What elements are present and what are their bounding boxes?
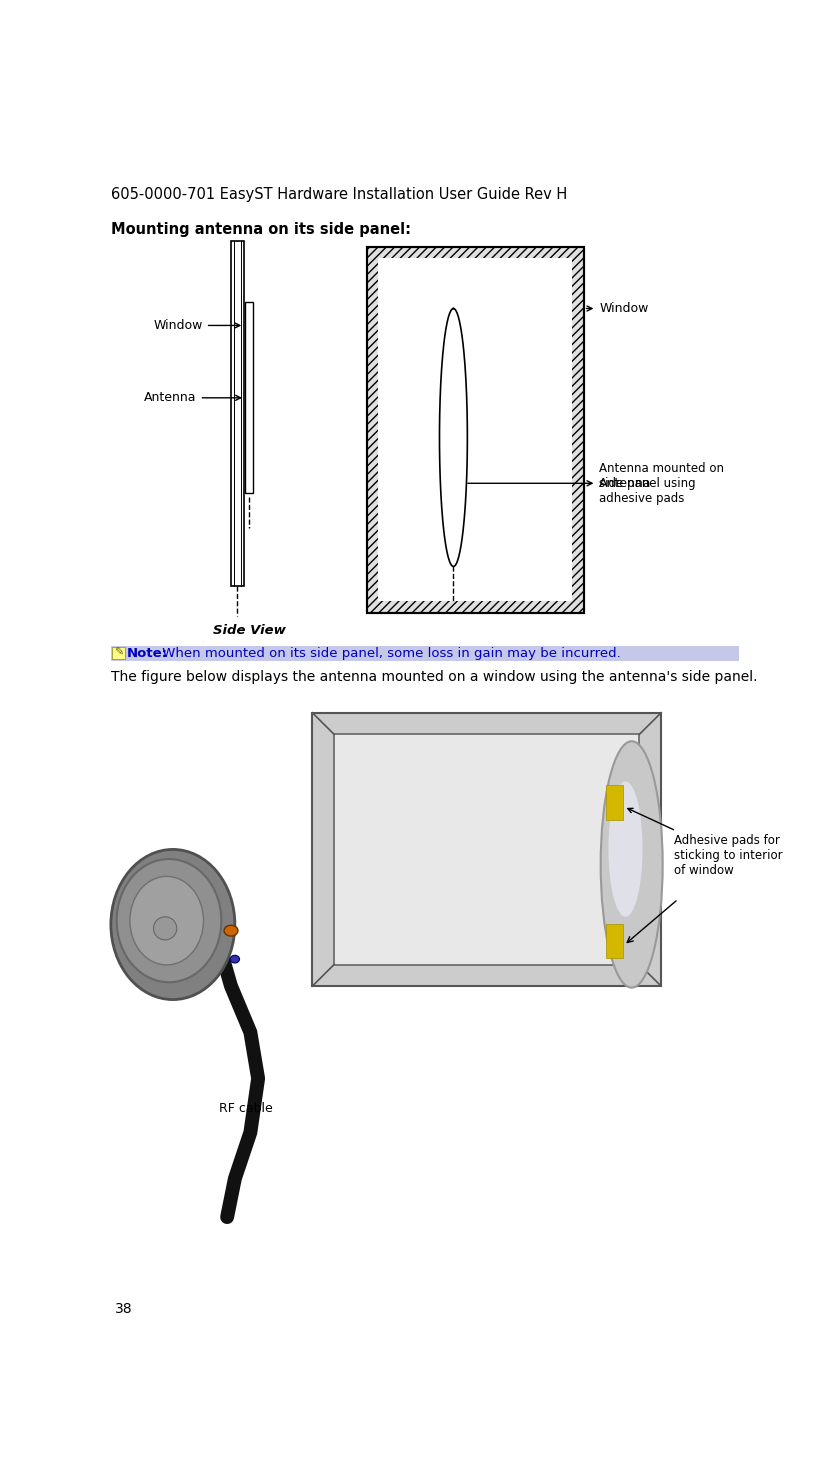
Text: Window: Window — [587, 302, 648, 315]
Text: Side View: Side View — [213, 625, 286, 638]
Bar — [366, 247, 583, 613]
Text: When mounted on its side panel, some loss in gain may be incurred.: When mounted on its side panel, some los… — [158, 647, 621, 660]
Text: Window: Window — [153, 318, 240, 332]
Bar — [606, 784, 623, 820]
Text: Antenna: Antenna — [144, 391, 241, 404]
Ellipse shape — [111, 850, 235, 999]
Bar — [334, 734, 639, 965]
Bar — [245, 302, 253, 493]
Text: RF cable: RF cable — [219, 1101, 273, 1114]
Ellipse shape — [608, 781, 643, 916]
Text: Note:: Note: — [127, 647, 168, 660]
Bar — [378, 259, 572, 601]
Text: Front View: Front View — [436, 650, 515, 663]
Text: Antenna: Antenna — [468, 477, 652, 490]
Text: ✎: ✎ — [114, 648, 123, 657]
Ellipse shape — [601, 741, 662, 987]
Bar — [111, 693, 731, 1125]
Text: Adhesive pads for
sticking to interior
of window: Adhesive pads for sticking to interior o… — [628, 808, 783, 876]
Text: The figure below displays the antenna mounted on a window using the antenna's si: The figure below displays the antenna mo… — [111, 670, 757, 684]
Bar — [313, 713, 661, 986]
Bar — [606, 924, 623, 959]
Text: Mounting antenna on its side panel:: Mounting antenna on its side panel: — [111, 222, 411, 237]
Text: 605-0000-701 EasyST Hardware Installation User Guide Rev H: 605-0000-701 EasyST Hardware Installatio… — [111, 186, 567, 201]
Text: Antenna mounted on
side panel using
adhesive pads: Antenna mounted on side panel using adhe… — [599, 462, 724, 506]
Ellipse shape — [230, 955, 239, 963]
Ellipse shape — [153, 916, 177, 940]
Bar — [111, 645, 738, 662]
Ellipse shape — [224, 925, 238, 935]
Ellipse shape — [116, 858, 221, 983]
Bar — [112, 647, 125, 659]
Bar — [366, 247, 583, 613]
Text: 38: 38 — [115, 1302, 132, 1316]
Bar — [231, 241, 244, 586]
Ellipse shape — [130, 876, 204, 965]
